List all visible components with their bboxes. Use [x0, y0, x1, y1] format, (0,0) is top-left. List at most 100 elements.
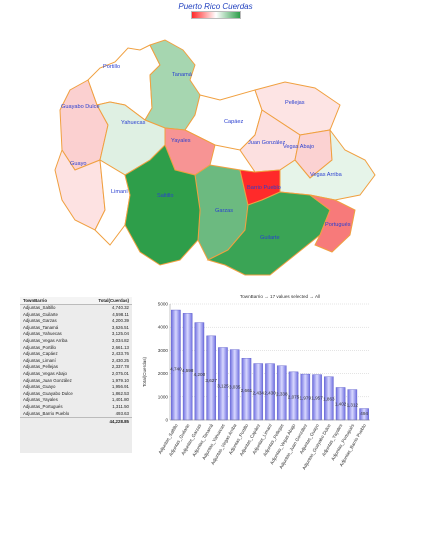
label-limani: Limaní — [111, 189, 128, 195]
row-total: 3,626.51 — [111, 324, 129, 330]
row-townbarrio: Adjuntas_Juan González — [23, 377, 72, 383]
bar-value-label: 2,075 — [288, 394, 300, 399]
y-tick-label: 0 — [165, 418, 168, 423]
bar-value-label: 2,434 — [252, 391, 264, 396]
table-row[interactable]: Adjuntas_Juan González 1,979.10 — [20, 378, 132, 385]
label-guayabo-dulce: Guayabo Dulce — [61, 104, 100, 110]
table-row[interactable]: Adjuntas_Guayabo Dulce 1,862.53 — [20, 391, 132, 398]
table-row[interactable]: Adjuntas_Limaní 2,430.25 — [20, 358, 132, 365]
bar-value-label: 3,125 — [217, 383, 229, 388]
row-total: 2,433.76 — [111, 351, 129, 357]
y-tick-label: 2000 — [158, 371, 169, 376]
x-axis-labels: Adjuntas_SaltilloAdjuntas_GuilarteAdjunt… — [157, 422, 367, 470]
bar-value-label: 1,402 — [335, 401, 347, 406]
region-guilarte[interactable] — [206, 191, 331, 276]
table-row[interactable]: Adjuntas_Tanamá 3,626.51 — [20, 325, 132, 332]
y-tick-label: 1000 — [158, 394, 169, 399]
table-row[interactable]: Adjuntas_Guilarte 4,598.11 — [20, 312, 132, 319]
row-total: 4,740.32 — [111, 305, 129, 310]
row-townbarrio: Adjuntas_Capáez — [23, 351, 58, 357]
bar-value-label: 2,338 — [276, 392, 288, 397]
label-juan-gonzalez: Juan González — [248, 140, 286, 146]
row-total: 1,979.10 — [111, 377, 129, 383]
label-yahuecas: Yahuecas — [121, 120, 146, 126]
table-row[interactable]: Adjuntas_Portugués 1,311.50 — [20, 404, 132, 411]
table-row[interactable]: Adjuntas_Capáez 2,433.76 — [20, 351, 132, 358]
bar[interactable] — [171, 309, 181, 421]
bar-value-label: 1,863 — [323, 397, 335, 402]
table-row[interactable]: Adjuntas_Pellejas 2,337.78 — [20, 364, 132, 371]
row-total: 4,598.11 — [112, 311, 129, 317]
table-header: TownBarrio Total(Cuerdas) — [20, 297, 132, 305]
row-total: 2,661.13 — [111, 344, 129, 350]
bar-value-label: 3,627 — [205, 378, 217, 383]
choropleth-map: Portillo Tanamá Guayabo Dulce Yahuecas C… — [54, 39, 376, 276]
bar-value-label: 4,740 — [170, 367, 182, 372]
row-townbarrio: Adjuntas_Guayo — [23, 384, 56, 390]
row-total: 3,125.04 — [111, 331, 129, 337]
label-capaez: Capáez — [224, 119, 243, 125]
bar-chart: TownBarrio → 17 values selected → All To… — [142, 294, 370, 471]
table-row[interactable]: Adjuntas_Yayales 1,401.80 — [20, 397, 132, 404]
label-tanama: Tanamá — [172, 72, 193, 78]
row-total: 2,430.25 — [111, 357, 129, 363]
map-regions — [54, 39, 376, 276]
bars — [171, 309, 369, 421]
table-total: 44,228.85 — [20, 417, 132, 425]
row-townbarrio: Adjuntas_Portillo — [23, 344, 56, 350]
row-townbarrio: Adjuntas_Guayabo Dulce — [23, 390, 73, 396]
row-total: 493.63 — [115, 410, 129, 416]
row-townbarrio: Adjuntas_Saltillo — [23, 305, 56, 310]
label-pellejas: Pellejas — [285, 100, 305, 106]
row-townbarrio: Adjuntas_Limaní — [23, 357, 56, 363]
table-row[interactable]: Adjuntas_Portillo 2,661.13 — [20, 345, 132, 352]
row-total: 1,862.53 — [111, 390, 129, 396]
bar-value-label: 2,661 — [241, 388, 253, 393]
bar-value-label: 3,035 — [229, 384, 241, 389]
region-saltillo[interactable] — [124, 144, 201, 266]
bar-value-label: 2,430 — [264, 391, 276, 396]
label-garzas: Garzas — [215, 208, 233, 214]
row-total: 1,401.80 — [111, 397, 129, 403]
bar-value-label: 4,598 — [182, 368, 194, 373]
row-townbarrio: Adjuntas_Vegas Abajo — [23, 370, 67, 376]
table-row[interactable]: Adjuntas_Vegas Abajo 2,075.01 — [20, 371, 132, 378]
y-tick-label: 4000 — [158, 325, 169, 330]
row-total: 1,311.50 — [112, 403, 129, 409]
row-townbarrio: Adjuntas_Yahuecas — [23, 331, 62, 337]
y-axis-ticks: 0 1000 2000 3000 4000 5000 — [158, 302, 169, 423]
bar-value-label: 1,312 — [347, 402, 359, 407]
y-axis-label: Total(Cuerdas) — [142, 356, 147, 387]
header-townbarrio[interactable]: TownBarrio — [23, 298, 48, 303]
table-row[interactable]: Adjuntas_Guayo 1,956.91 — [20, 384, 132, 391]
row-total: 2,337.78 — [111, 364, 129, 370]
label-guilarte: Guilarte — [260, 235, 280, 241]
table-row[interactable]: Adjuntas_Saltillo 4,740.32 — [20, 305, 132, 312]
label-yayales: Yayales — [171, 138, 191, 144]
bar-value-label: 4,200 — [194, 372, 206, 377]
label-vegas-abajo: Vegas Abajo — [283, 144, 314, 150]
row-townbarrio: Adjuntas_Garzas — [23, 318, 57, 324]
map-title: Puerto Rico Cuerdas — [178, 2, 253, 11]
table-row[interactable]: Adjuntas_Barrio Pueblo 493.63 — [20, 411, 132, 418]
region-portugues[interactable] — [309, 194, 356, 253]
table-row[interactable]: Adjuntas_Garzas 4,200.39 — [20, 318, 132, 325]
row-townbarrio: Adjuntas_Pellejas — [23, 364, 58, 370]
row-total: 3,034.82 — [111, 337, 129, 343]
map-labels: Portillo Tanamá Guayabo Dulce Yahuecas C… — [61, 64, 351, 241]
header-total[interactable]: Total(Cuerdas) — [98, 298, 129, 303]
row-townbarrio: Adjuntas_Portugués — [23, 403, 63, 409]
table-row[interactable]: Adjuntas_Vegas Arriba 3,034.82 — [20, 338, 132, 345]
bar-value-label: 1,957 — [311, 396, 323, 401]
row-total: 4,200.39 — [111, 318, 129, 324]
label-vegas-arriba: Vegas Arriba — [310, 172, 343, 178]
bar-value-label: 494 — [360, 411, 368, 416]
label-portugues: Portugués — [325, 222, 351, 228]
bar[interactable] — [182, 313, 193, 421]
row-townbarrio: Adjuntas_Vegas Arriba — [23, 337, 68, 343]
table-row[interactable]: Adjuntas_Yahuecas 3,125.04 — [20, 331, 132, 338]
row-total: 2,075.01 — [111, 370, 129, 376]
color-legend-bar — [191, 11, 241, 19]
bar-value-label: 1,979 — [300, 395, 312, 400]
